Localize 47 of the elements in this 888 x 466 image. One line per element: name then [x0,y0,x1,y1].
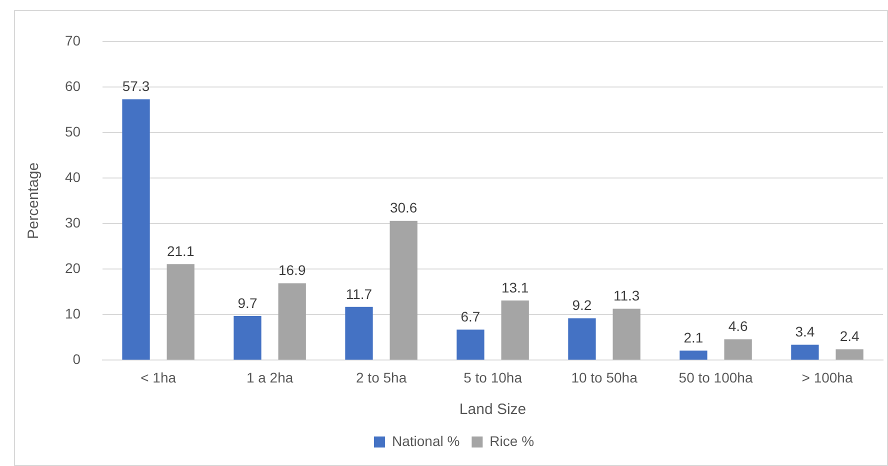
data-label: 16.9 [278,262,306,278]
data-label: 13.1 [501,279,529,296]
y-tick-label: 60 [64,78,81,94]
x-tick-label: 10 to 50ha [571,369,638,386]
x-tick-label: 2 to 5ha [356,369,407,386]
bar [568,318,596,360]
y-tick-label: 70 [64,32,81,48]
x-tick-label: 5 to 10ha [464,369,522,386]
x-tick-label: < 1ha [140,369,176,386]
data-label: 9.2 [572,297,592,314]
bar [234,316,262,360]
bar [724,339,752,360]
x-tick-label: 1 a 2ha [246,369,294,386]
bar [680,350,708,360]
y-tick-label: 50 [64,123,81,140]
legend-label: Rice % [490,432,534,449]
y-tick-label: 20 [64,260,81,276]
data-label: 57.3 [122,78,150,94]
y-tick-label: 30 [64,214,81,230]
data-label: 30.6 [390,200,418,216]
bar [456,330,484,360]
bar [345,306,373,360]
data-label: 11.3 [613,288,640,304]
y-tick-label: 40 [64,168,81,185]
data-label: 21.1 [166,242,194,259]
data-label: 6.7 [460,308,480,325]
data-label: 4.6 [728,318,748,334]
data-label: 3.4 [795,324,815,340]
y-tick-label: 0 [72,351,81,368]
bar [122,99,150,360]
data-label: 9.7 [238,294,258,311]
bar [278,283,306,360]
y-tick-label: 10 [64,306,81,322]
x-tick-label: 50 to 100ha [678,369,753,386]
data-label: 11.7 [346,286,372,302]
legend-label: National % [392,432,460,449]
y-axis-title: Percentage [25,162,42,240]
bar [791,344,819,360]
bar [166,264,194,360]
bar [836,349,864,360]
x-tick-label: > 100ha [802,369,853,386]
x-axis-title: Land Size [459,401,526,418]
bar [390,220,418,360]
data-label: 2.4 [840,328,860,344]
bar [501,300,529,360]
bar [612,308,640,360]
data-label: 2.1 [684,329,704,346]
